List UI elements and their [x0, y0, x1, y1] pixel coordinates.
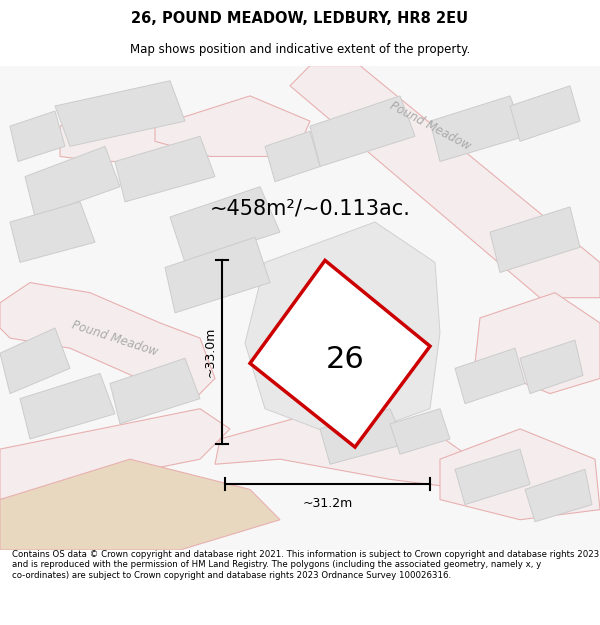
Polygon shape — [440, 429, 600, 520]
Polygon shape — [170, 187, 280, 262]
Polygon shape — [0, 409, 230, 499]
Polygon shape — [10, 111, 65, 161]
Polygon shape — [115, 136, 215, 202]
Text: 26, POUND MEADOW, LEDBURY, HR8 2EU: 26, POUND MEADOW, LEDBURY, HR8 2EU — [131, 11, 469, 26]
Polygon shape — [165, 237, 270, 313]
Text: Pound Meadow: Pound Meadow — [388, 99, 473, 153]
Polygon shape — [390, 409, 450, 454]
Polygon shape — [245, 222, 440, 439]
Polygon shape — [265, 131, 320, 182]
Polygon shape — [455, 348, 525, 404]
Polygon shape — [475, 292, 600, 394]
Text: 26: 26 — [326, 345, 364, 374]
Polygon shape — [290, 66, 600, 298]
Polygon shape — [320, 409, 405, 464]
Polygon shape — [155, 96, 310, 156]
Polygon shape — [430, 96, 525, 161]
Polygon shape — [215, 409, 480, 489]
Polygon shape — [110, 358, 200, 424]
Polygon shape — [490, 207, 580, 272]
Polygon shape — [510, 86, 580, 141]
Polygon shape — [0, 282, 215, 399]
Polygon shape — [60, 96, 200, 161]
Polygon shape — [10, 202, 95, 262]
Text: Pound Meadow: Pound Meadow — [70, 318, 160, 358]
Polygon shape — [310, 96, 415, 166]
Polygon shape — [525, 469, 592, 522]
Polygon shape — [0, 459, 280, 550]
Polygon shape — [455, 449, 530, 504]
Polygon shape — [55, 81, 185, 146]
Text: ~33.0m: ~33.0m — [204, 327, 217, 378]
Text: ~31.2m: ~31.2m — [302, 496, 353, 509]
Polygon shape — [520, 340, 583, 394]
Text: ~458m²/~0.113ac.: ~458m²/~0.113ac. — [209, 199, 410, 219]
Text: Map shows position and indicative extent of the property.: Map shows position and indicative extent… — [130, 42, 470, 56]
Polygon shape — [250, 261, 430, 447]
Polygon shape — [20, 373, 115, 439]
Polygon shape — [25, 146, 120, 217]
Polygon shape — [0, 328, 70, 394]
Text: Contains OS data © Crown copyright and database right 2021. This information is : Contains OS data © Crown copyright and d… — [12, 550, 599, 580]
